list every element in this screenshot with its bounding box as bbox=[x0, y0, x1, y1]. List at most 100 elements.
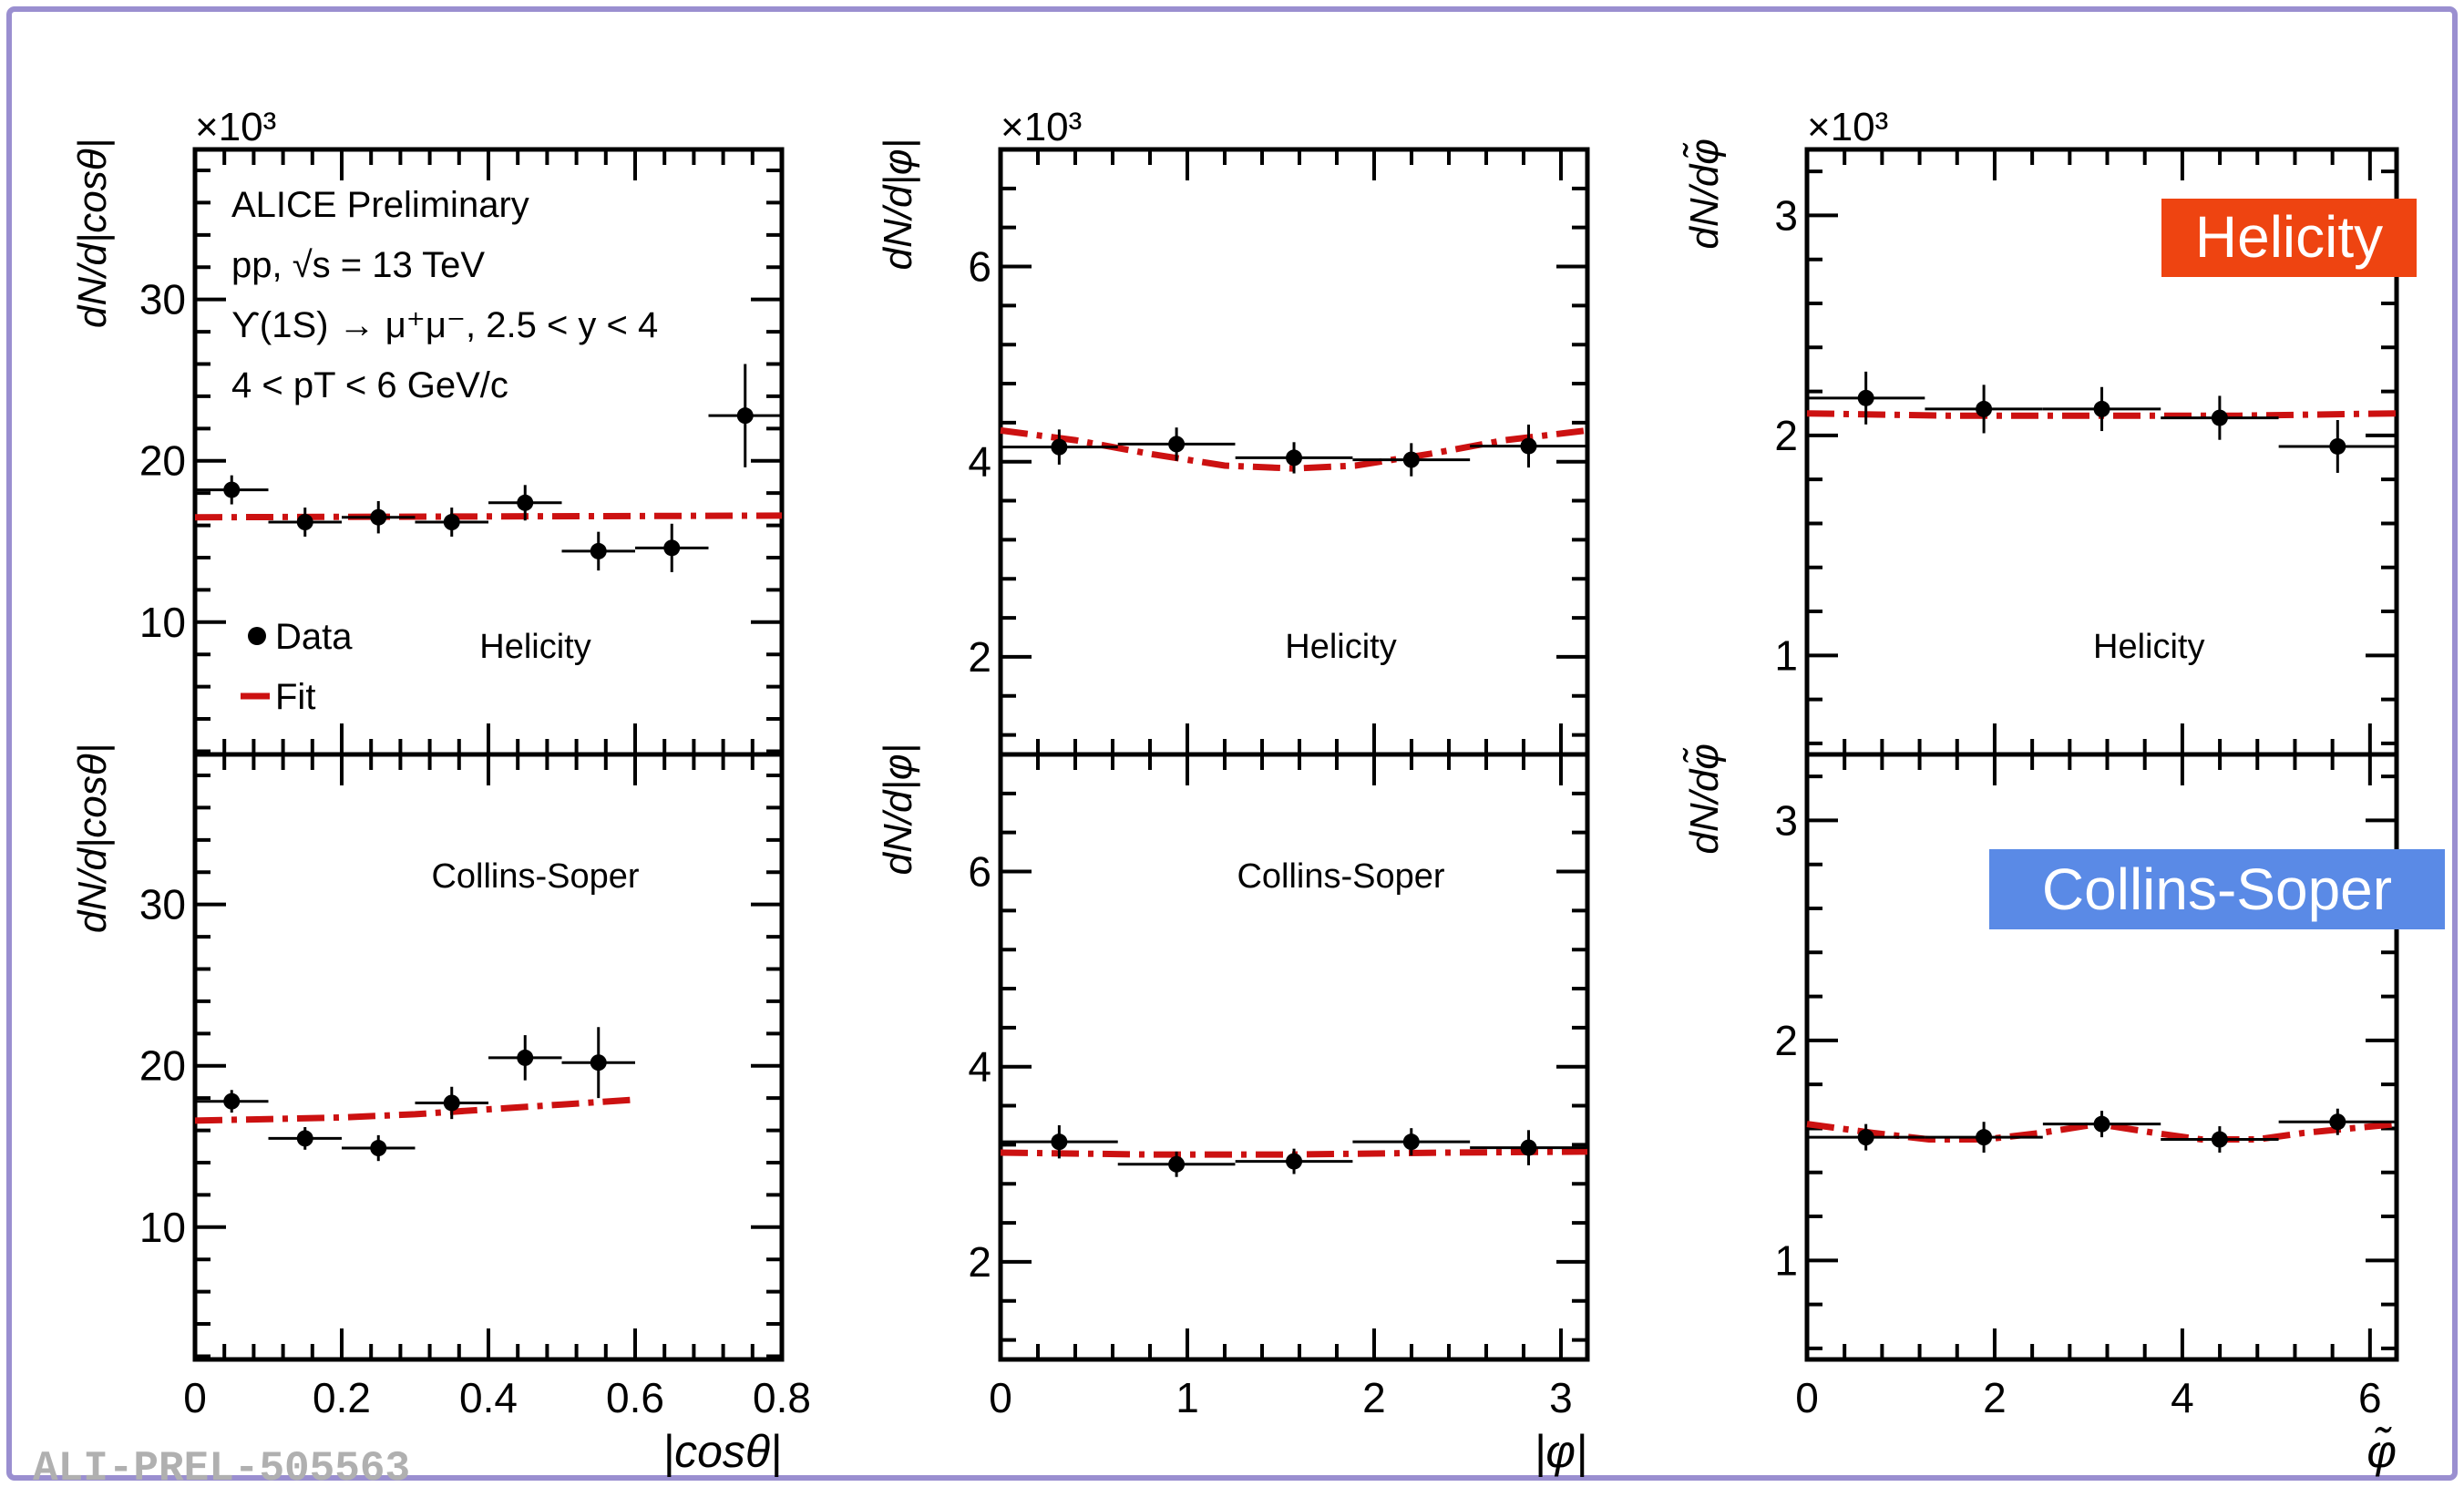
data-point bbox=[1857, 1129, 1874, 1146]
frame-label: Helicity bbox=[1285, 628, 1396, 666]
data-point bbox=[1286, 1153, 1303, 1170]
frame-label: Helicity bbox=[2093, 628, 2204, 666]
chart-p10: 10 20 30 0 0.2 0.4 0.6 0.8 |cosθ| dN/d|cosθ| Colli… bbox=[70, 744, 811, 1478]
data-point bbox=[590, 542, 607, 559]
data-point bbox=[2211, 409, 2228, 426]
x-tick-label: 0.6 bbox=[606, 1374, 664, 1421]
legend-label-fit: Fit bbox=[275, 677, 315, 717]
data-point bbox=[663, 539, 681, 557]
x-tick-label: 6 bbox=[2358, 1374, 2382, 1421]
data-point bbox=[2211, 1131, 2228, 1148]
chart-p01: 2 4 6 dN/d|φ| ×10³ Helicity bbox=[876, 105, 1590, 757]
fit-curve bbox=[194, 1096, 636, 1124]
x-axis-label: |cosθ| bbox=[662, 1426, 782, 1478]
data-point bbox=[1976, 1129, 1993, 1146]
data-point bbox=[2329, 437, 2346, 455]
data-point bbox=[2093, 400, 2110, 417]
plot-frame bbox=[1804, 752, 2399, 1362]
y-tick-label: 20 bbox=[139, 1042, 186, 1090]
y-axis-label: dN/d|cosθ| bbox=[70, 744, 115, 933]
x-tick-label: 2 bbox=[1983, 1374, 2007, 1421]
data-point bbox=[1402, 1133, 1420, 1151]
y-tick-label: 2 bbox=[1774, 1017, 1798, 1064]
data-point bbox=[1520, 1139, 1537, 1156]
data-point bbox=[443, 1094, 460, 1112]
frame-label: Helicity bbox=[479, 628, 590, 666]
data-point bbox=[1976, 400, 1993, 417]
helicity-box-label: Helicity bbox=[2195, 204, 2383, 270]
y-tick-label: 1 bbox=[1774, 631, 1798, 679]
y-tick-label: 4 bbox=[968, 438, 991, 486]
x-tick-label: 0 bbox=[1795, 1374, 1819, 1421]
legend-label-data: Data bbox=[275, 617, 353, 657]
data-point bbox=[1168, 1155, 1186, 1173]
y-tick-label: 6 bbox=[968, 243, 991, 291]
annotation-text: ϒ(1S) → μ⁺μ⁻, 2.5 < y < 4 bbox=[231, 305, 658, 345]
x-tick-label: 0.2 bbox=[313, 1374, 371, 1421]
y-tick-label: 3 bbox=[1774, 191, 1798, 239]
data-point bbox=[1857, 389, 1874, 406]
data-point bbox=[736, 407, 754, 425]
data-point bbox=[590, 1054, 607, 1072]
data-point bbox=[517, 494, 534, 511]
frame-label: Collins-Soper bbox=[431, 857, 639, 896]
data-point bbox=[2093, 1115, 2110, 1133]
x-axis-label: φ̃ bbox=[2366, 1426, 2397, 1477]
data-point bbox=[223, 1092, 241, 1110]
cs-box-label: Collins-Soper bbox=[2042, 856, 2392, 922]
y-tick-label: 30 bbox=[139, 881, 186, 928]
fit-curve bbox=[194, 512, 783, 521]
data-point bbox=[1286, 449, 1303, 467]
axis-multiplier: ×10³ bbox=[1807, 105, 1888, 149]
fit-curve bbox=[1806, 410, 2397, 419]
y-axis-label: dN/d|φ| bbox=[876, 138, 920, 271]
y-tick-label: 10 bbox=[139, 1204, 186, 1251]
y-axis-label: dN/dφ̃ bbox=[1682, 138, 1727, 250]
data-point bbox=[296, 514, 313, 531]
frame-label: Collins-Soper bbox=[1237, 857, 1444, 896]
data-point bbox=[1168, 436, 1186, 453]
y-tick-label: 20 bbox=[139, 437, 186, 485]
y-tick-label: 2 bbox=[968, 633, 991, 681]
plot-frame bbox=[998, 752, 1590, 1362]
x-tick-label: 0 bbox=[989, 1374, 1012, 1421]
y-tick-label: 3 bbox=[1774, 796, 1798, 844]
y-axis-label: dN/d|φ| bbox=[876, 744, 920, 876]
x-tick-label: 0.8 bbox=[753, 1374, 811, 1421]
x-axis-label: |φ| bbox=[1534, 1426, 1587, 1478]
annotation-text: 4 < pT < 6 GeV/c bbox=[231, 365, 508, 405]
x-tick-label: 4 bbox=[2171, 1374, 2194, 1421]
data-point bbox=[443, 514, 460, 531]
data-point bbox=[370, 508, 387, 526]
x-tick-label: 3 bbox=[1549, 1374, 1573, 1421]
axis-multiplier: ×10³ bbox=[1001, 105, 1082, 149]
y-tick-label: 30 bbox=[139, 276, 186, 323]
outer-border bbox=[6, 6, 2458, 1481]
y-tick-label: 6 bbox=[968, 848, 991, 896]
data-point bbox=[370, 1140, 387, 1157]
y-tick-label: 4 bbox=[968, 1043, 991, 1091]
data-point bbox=[1051, 438, 1068, 456]
data-point bbox=[2329, 1113, 2346, 1131]
x-tick-label: 2 bbox=[1362, 1374, 1386, 1421]
y-tick-label: 1 bbox=[1774, 1236, 1798, 1284]
y-axis-label: dN/d|cosθ| bbox=[70, 138, 115, 328]
cs-box bbox=[1989, 849, 2445, 929]
y-tick-label: 2 bbox=[1774, 412, 1798, 459]
x-tick-label: 1 bbox=[1176, 1374, 1199, 1421]
data-point bbox=[1402, 451, 1420, 468]
x-tick-label: 0 bbox=[183, 1374, 207, 1421]
x-tick-label: 0.4 bbox=[459, 1374, 518, 1421]
legend-marker-data bbox=[248, 627, 266, 645]
y-tick-label: 2 bbox=[968, 1238, 991, 1286]
annotation-text: pp, √s = 13 TeV bbox=[231, 245, 485, 285]
helicity-box bbox=[2161, 199, 2417, 277]
watermark-label: ALI-PREL-505563 bbox=[33, 1445, 410, 1487]
chart-p00: 10 20 30 dN/d|cosθ| ×10³ Helicity ALICE Prelim… bbox=[70, 105, 785, 757]
y-axis-label: dN/dφ̃ bbox=[1682, 744, 1727, 855]
data-point bbox=[1520, 437, 1537, 455]
axis-multiplier: ×10³ bbox=[195, 105, 276, 149]
data-point bbox=[517, 1049, 534, 1066]
